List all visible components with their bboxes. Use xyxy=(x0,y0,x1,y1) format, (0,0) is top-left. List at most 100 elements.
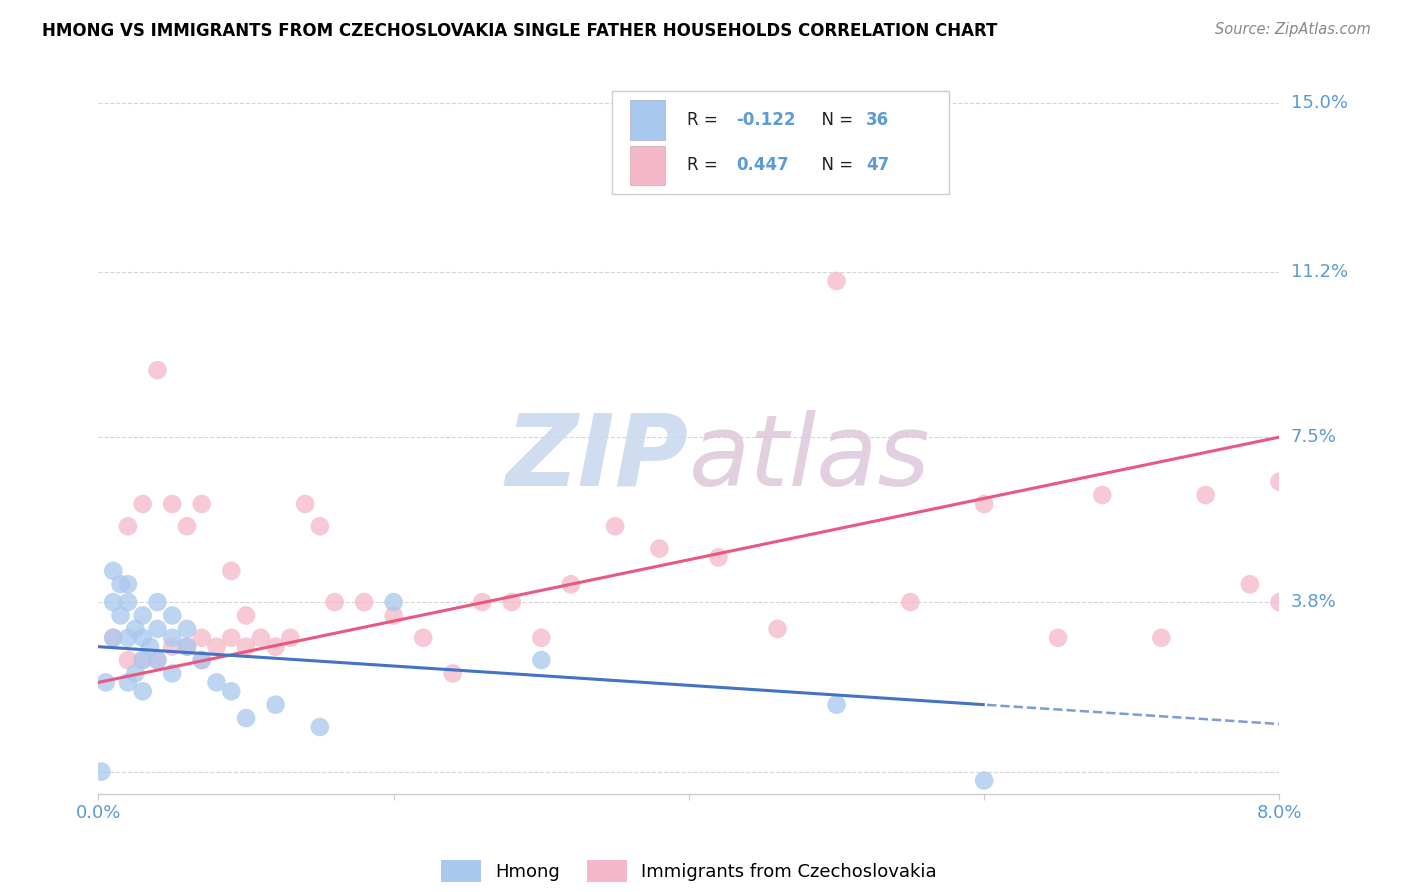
Point xyxy=(162,666,183,681)
Point xyxy=(162,640,183,654)
Point xyxy=(139,640,162,654)
Point xyxy=(176,640,198,654)
Point xyxy=(825,274,848,288)
Point xyxy=(353,595,375,609)
Text: 11.2%: 11.2% xyxy=(1291,263,1348,281)
Point xyxy=(560,577,582,591)
Point xyxy=(308,720,332,734)
Text: HMONG VS IMMIGRANTS FROM CZECHOSLOVAKIA SINGLE FATHER HOUSEHOLDS CORRELATION CHA: HMONG VS IMMIGRANTS FROM CZECHOSLOVAKIA … xyxy=(42,22,997,40)
Point xyxy=(1268,475,1291,489)
Point xyxy=(1046,631,1069,645)
Point xyxy=(323,595,346,609)
Point xyxy=(1150,631,1173,645)
Point xyxy=(235,608,257,623)
Point xyxy=(146,622,169,636)
Point xyxy=(103,631,124,645)
Text: Source: ZipAtlas.com: Source: ZipAtlas.com xyxy=(1215,22,1371,37)
Point xyxy=(117,631,139,645)
Point xyxy=(110,608,132,623)
Point xyxy=(766,622,789,636)
Bar xyxy=(630,100,665,139)
Point xyxy=(132,497,155,511)
Point xyxy=(94,675,117,690)
Text: N =: N = xyxy=(811,156,858,175)
Text: ZIP: ZIP xyxy=(506,410,689,507)
Point xyxy=(973,773,995,788)
Point xyxy=(1091,488,1114,502)
Point xyxy=(530,653,553,667)
Text: 7.5%: 7.5% xyxy=(1291,428,1337,446)
Point xyxy=(191,497,214,511)
Legend: Hmong, Immigrants from Czechoslovakia: Hmong, Immigrants from Czechoslovakia xyxy=(434,853,943,889)
Point xyxy=(250,631,273,645)
Point xyxy=(648,541,671,556)
Bar xyxy=(630,146,665,186)
Point xyxy=(235,711,257,725)
Point xyxy=(90,764,112,779)
Text: 0.447: 0.447 xyxy=(737,156,789,175)
Point xyxy=(264,640,287,654)
Point xyxy=(132,684,155,698)
Point xyxy=(294,497,316,511)
Point xyxy=(441,666,464,681)
Point xyxy=(117,675,139,690)
Point xyxy=(1194,488,1216,502)
Text: 3.8%: 3.8% xyxy=(1291,593,1337,611)
Point xyxy=(308,519,332,533)
Point xyxy=(235,640,257,654)
Text: 36: 36 xyxy=(866,111,889,129)
Point xyxy=(132,653,155,667)
Point xyxy=(103,595,124,609)
Point xyxy=(176,519,198,533)
Point xyxy=(117,595,139,609)
Text: 47: 47 xyxy=(866,156,890,175)
Point xyxy=(191,653,214,667)
Point xyxy=(382,595,405,609)
Point xyxy=(278,631,301,645)
Text: -0.122: -0.122 xyxy=(737,111,796,129)
Point xyxy=(205,675,228,690)
Point xyxy=(162,497,183,511)
Point xyxy=(219,684,242,698)
Point xyxy=(471,595,494,609)
Point xyxy=(530,631,553,645)
Point xyxy=(1268,595,1291,609)
Point xyxy=(110,577,132,591)
Point xyxy=(103,564,124,578)
Point xyxy=(1239,577,1261,591)
Point xyxy=(117,653,139,667)
Point xyxy=(605,519,627,533)
Text: atlas: atlas xyxy=(689,410,931,507)
Point xyxy=(117,519,139,533)
Point xyxy=(898,595,921,609)
Point xyxy=(264,698,287,712)
Text: 15.0%: 15.0% xyxy=(1291,94,1348,112)
Point xyxy=(132,608,155,623)
Point xyxy=(146,363,169,377)
Point xyxy=(146,653,169,667)
Point xyxy=(146,653,169,667)
Point xyxy=(707,550,730,565)
Point xyxy=(124,666,146,681)
Point xyxy=(162,608,183,623)
Point xyxy=(146,595,169,609)
Point xyxy=(501,595,523,609)
Text: R =: R = xyxy=(686,156,723,175)
Point xyxy=(382,608,405,623)
Point xyxy=(132,631,155,645)
Point xyxy=(176,622,198,636)
Text: R =: R = xyxy=(686,111,723,129)
Point xyxy=(825,698,848,712)
Point xyxy=(191,631,214,645)
Point xyxy=(219,631,242,645)
Point xyxy=(132,653,155,667)
Text: N =: N = xyxy=(811,111,858,129)
Point xyxy=(412,631,434,645)
Point xyxy=(117,577,139,591)
Point xyxy=(103,631,124,645)
Point xyxy=(176,640,198,654)
Point xyxy=(124,622,146,636)
Point xyxy=(973,497,995,511)
Point xyxy=(205,640,228,654)
Point xyxy=(191,653,214,667)
